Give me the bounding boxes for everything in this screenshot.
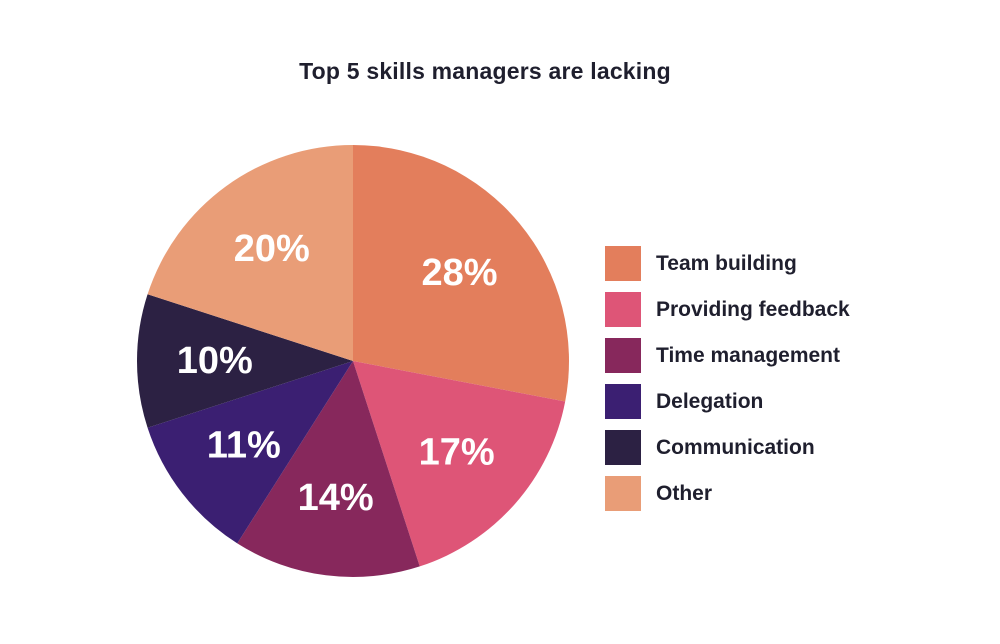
legend-swatch [605,246,641,281]
pie-slice-providing-feedback [353,361,566,567]
pie-slice-communication [137,294,353,428]
data-label-delegation: 11% [207,425,281,467]
legend-swatch [605,430,641,465]
pie-slice-delegation [147,361,353,544]
pie-slice-other [147,145,353,361]
data-label-communication: 10% [177,340,253,382]
pie-slice-team-building [353,145,570,402]
legend-item-delegation: Delegation [605,384,850,419]
legend-label: Other [656,481,713,505]
legend-label: Team building [656,251,797,275]
legend-swatch [605,384,641,419]
legend-label: Time management [656,343,841,367]
pie-slice-time-management [237,361,420,577]
legend-item-communication: Communication [605,430,850,465]
data-label-providing-feedback: 17% [419,431,495,473]
legend-label: Providing feedback [656,297,850,321]
legend-item-team-building: Team building [605,246,850,281]
legend-swatch [605,292,641,327]
chart-title: Top 5 skills managers are lacking [299,58,671,84]
legend-swatch [605,338,641,373]
pie-data-labels: 28% 17% 14% 11% 10% 20% [177,228,498,519]
pie-slices [137,145,570,577]
legend: Team building Providing feedback Time ma… [605,246,850,522]
data-label-time-management: 14% [298,477,374,519]
legend-item-other: Other [605,476,850,511]
legend-swatch [605,476,641,511]
legend-item-time-management: Time management [605,338,850,373]
legend-item-providing-feedback: Providing feedback [605,292,850,327]
data-label-team-building: 28% [421,252,497,294]
data-label-other: 20% [234,228,310,270]
legend-label: Delegation [656,389,764,413]
legend-label: Communication [656,435,815,459]
